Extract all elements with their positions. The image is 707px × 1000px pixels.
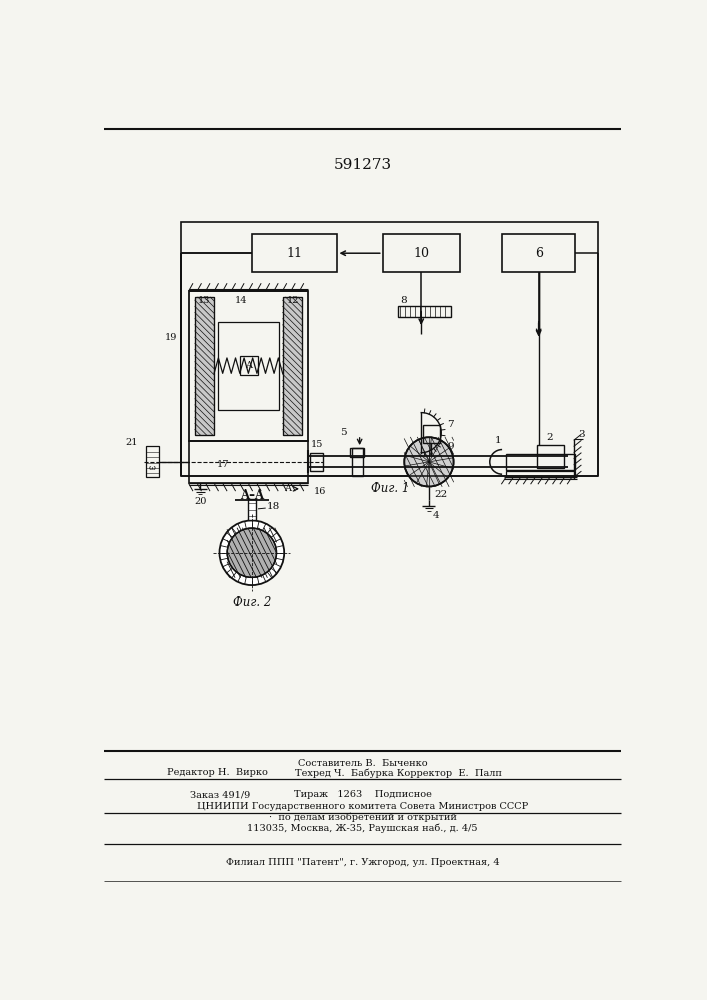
Bar	[283, 297, 302, 435]
Bar	[181, 222, 598, 476]
Text: 591273: 591273	[334, 158, 392, 172]
Text: 9: 9	[448, 442, 454, 451]
Bar	[189, 441, 308, 483]
Bar	[252, 234, 337, 272]
Text: 17: 17	[217, 460, 230, 469]
Bar	[189, 291, 308, 441]
Text: ω: ω	[149, 464, 156, 472]
Text: 10: 10	[414, 247, 429, 260]
Text: Редактор Н.  Вирко: Редактор Н. Вирко	[167, 768, 268, 777]
Bar	[195, 297, 214, 435]
Bar	[502, 234, 575, 272]
Bar	[398, 306, 450, 317]
Text: 1: 1	[495, 436, 501, 445]
Bar	[352, 448, 363, 476]
Bar	[423, 425, 440, 443]
Text: Тираж   1263    Подписное: Тираж 1263 Подписное	[294, 790, 432, 799]
Bar	[283, 297, 302, 435]
Bar	[195, 297, 214, 435]
Text: A: A	[245, 361, 252, 370]
Bar	[146, 446, 160, 477]
Text: 3: 3	[578, 430, 585, 439]
Circle shape	[227, 528, 276, 577]
Text: A–A: A–A	[240, 489, 264, 502]
Text: 18: 18	[267, 502, 280, 511]
Text: 113035, Москва, Ж-35, Раушская наб., д. 4/5: 113035, Москва, Ж-35, Раушская наб., д. …	[247, 824, 478, 833]
Bar	[382, 234, 460, 272]
Text: 7: 7	[448, 420, 454, 429]
Text: 20: 20	[194, 497, 206, 506]
Text: 8: 8	[400, 296, 407, 305]
Bar	[283, 297, 302, 435]
Text: Фиг. 2: Фиг. 2	[233, 596, 271, 609]
Text: 15: 15	[310, 440, 322, 449]
Text: Заказ 491/9: Заказ 491/9	[190, 790, 250, 799]
Bar	[240, 356, 258, 375]
Text: ЦНИИПИ Государственного комитета Совета Министров СССР: ЦНИИПИ Государственного комитета Совета …	[197, 802, 528, 811]
Bar	[506, 454, 575, 470]
Text: 6: 6	[534, 247, 543, 260]
Text: ·  по делам изобретений и открытий: · по делам изобретений и открытий	[269, 813, 457, 822]
Text: 19: 19	[165, 333, 177, 342]
Text: 5: 5	[340, 428, 346, 437]
Bar	[506, 471, 575, 477]
Text: 13: 13	[198, 296, 211, 305]
Text: 11: 11	[286, 247, 302, 260]
Text: 16: 16	[314, 487, 327, 496]
Text: 4: 4	[433, 511, 440, 520]
Bar	[248, 499, 256, 520]
Text: 14: 14	[235, 296, 247, 305]
Bar	[195, 297, 214, 435]
Bar	[537, 445, 563, 468]
Text: 22: 22	[434, 490, 447, 499]
Circle shape	[219, 520, 284, 585]
Bar	[310, 453, 324, 471]
Text: Составитель В.  Быченко: Составитель В. Быченко	[298, 759, 428, 768]
Text: Фиг. 1: Фиг. 1	[371, 482, 409, 495]
Bar	[351, 448, 364, 457]
Text: 21: 21	[125, 438, 138, 447]
Text: 2: 2	[547, 433, 553, 442]
Text: A: A	[284, 484, 291, 493]
Circle shape	[404, 437, 454, 487]
Bar	[218, 322, 279, 410]
Text: Техред Ч.  Бабурка Корректор  Е.  Палп: Техред Ч. Бабурка Корректор Е. Палп	[295, 768, 501, 778]
Text: 12: 12	[286, 296, 299, 305]
Text: Филиал ППП "Патент", г. Ужгород, ул. Проектная, 4: Филиал ППП "Патент", г. Ужгород, ул. Про…	[226, 858, 500, 867]
